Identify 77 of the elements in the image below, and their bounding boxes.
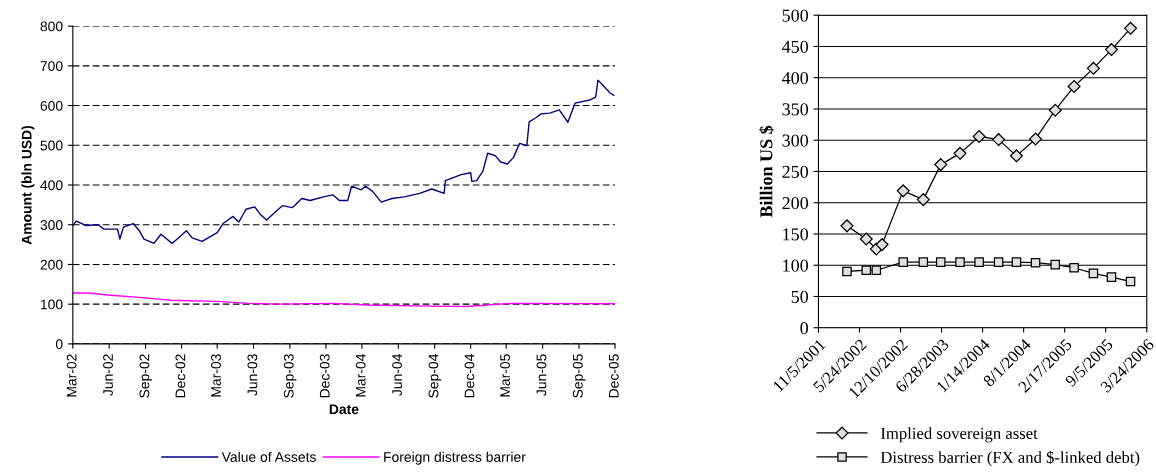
x-tick-label: Sep-05 <box>572 354 586 398</box>
x-tick-label: Mar-02 <box>66 354 77 397</box>
point <box>1067 79 1081 93</box>
y-tick-label: 0 <box>800 322 809 335</box>
point <box>1104 43 1118 57</box>
x-tick-label: Mar-03 <box>211 354 221 397</box>
x-tick-label: Mar-05 <box>500 354 510 397</box>
line-series <box>72 292 615 308</box>
legend-label: Implied sovereign asset <box>880 427 1038 443</box>
point <box>1125 276 1136 287</box>
y-tick-label: 500 <box>40 140 63 151</box>
point <box>896 184 910 198</box>
legend-label: Distress barrier (FX and $-linked debt) <box>880 450 1140 467</box>
legend-label: Foreign distress barrier <box>384 451 526 465</box>
y-tick-label: 400 <box>40 180 63 191</box>
point <box>974 257 984 267</box>
point <box>859 232 873 246</box>
point <box>871 265 882 276</box>
point <box>842 266 852 277</box>
y-tick-label: 800 <box>40 21 63 32</box>
x-tick-label: Dec-04 <box>464 354 475 398</box>
point <box>1050 259 1061 270</box>
point <box>1069 262 1079 273</box>
point <box>972 129 986 143</box>
point <box>992 133 1006 147</box>
point <box>993 257 1004 267</box>
x-tick-label: Jun-05 <box>536 354 547 396</box>
x-tick-label: Jun-03 <box>247 354 258 396</box>
legend-label: Value of Assets <box>221 451 316 462</box>
y-tick-label: 450 <box>782 40 809 53</box>
point <box>916 193 930 207</box>
point <box>840 219 854 233</box>
y-tick-label: 300 <box>782 134 809 147</box>
x-tick-label: Dec-03 <box>319 354 330 398</box>
x-axis-title: Date <box>329 404 359 415</box>
y-tick-label: 200 <box>782 196 809 210</box>
line-series <box>72 79 615 245</box>
point <box>934 158 948 172</box>
y-axis-title: Billion US $ <box>759 125 774 218</box>
point <box>1029 132 1043 146</box>
x-tick-label: Dec-05 <box>608 354 619 398</box>
point <box>875 238 889 252</box>
y-tick-label: 500 <box>782 9 809 22</box>
point <box>1086 61 1100 75</box>
y-tick-label: 600 <box>40 100 63 111</box>
point <box>1009 149 1023 163</box>
x-tick-label: Jun-04 <box>392 354 403 396</box>
point <box>955 257 965 267</box>
point <box>861 265 872 276</box>
point <box>935 257 946 267</box>
y-tick-label: 250 <box>782 165 809 178</box>
point <box>1106 272 1117 282</box>
point <box>953 146 967 160</box>
y-tick-label: 200 <box>40 259 63 270</box>
y-tick-label: 300 <box>40 220 63 230</box>
y-tick-label: 150 <box>783 228 809 241</box>
point <box>1048 103 1062 117</box>
y-axis-title: Amount (bln USD) <box>21 125 35 245</box>
x-tick-label: Sep-02 <box>139 354 153 398</box>
y-tick-label: 100 <box>783 259 809 272</box>
x-tick-label: Mar-04 <box>355 354 366 397</box>
point <box>918 257 929 267</box>
point <box>1088 268 1099 279</box>
y-tick-label: 50 <box>791 290 809 303</box>
x-tick-label: Jun-02 <box>103 354 113 396</box>
y-tick-label: 350 <box>782 103 809 116</box>
y-tick-label: 700 <box>40 61 63 72</box>
y-tick-label: 0 <box>55 339 63 350</box>
x-tick-label: Dec-02 <box>175 354 186 398</box>
x-tick-label: Sep-03 <box>283 354 297 398</box>
x-tick-label: Sep-04 <box>428 354 442 398</box>
point <box>1030 257 1041 268</box>
point <box>898 257 908 267</box>
y-tick-label: 100 <box>40 299 63 310</box>
point <box>1124 21 1138 35</box>
y-tick-label: 400 <box>782 71 809 85</box>
point <box>1011 257 1022 267</box>
